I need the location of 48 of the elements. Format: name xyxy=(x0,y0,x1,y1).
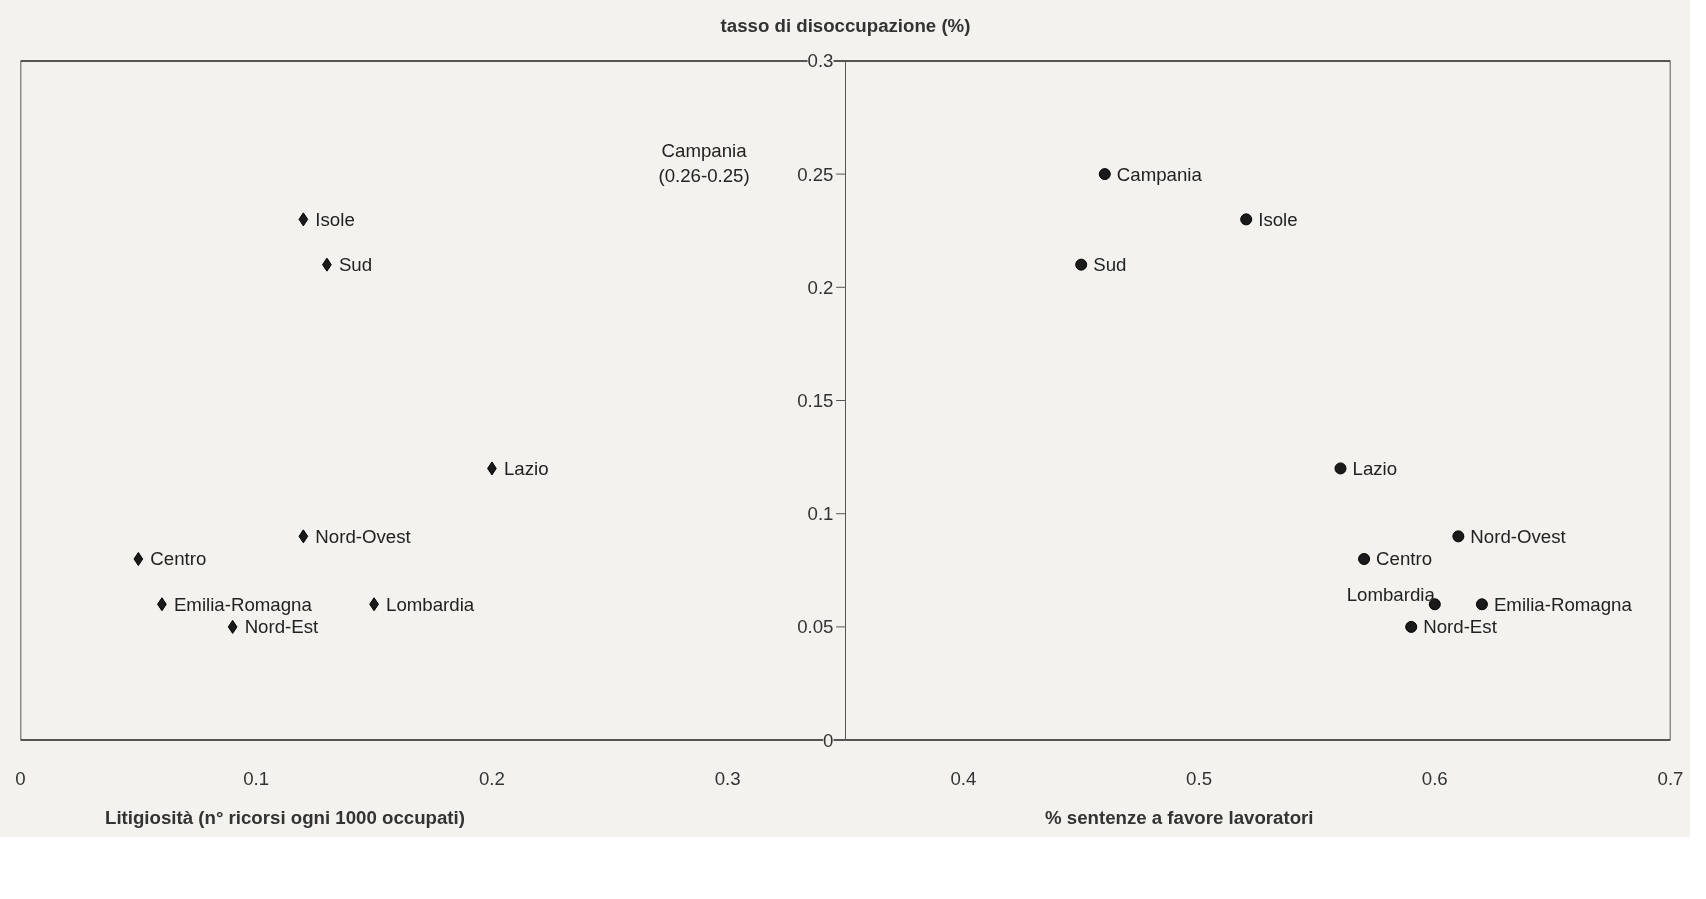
x-tick-label: 0.5 xyxy=(1186,767,1213,789)
y-tick-label: 0.25 xyxy=(797,163,834,185)
annotation: Sud xyxy=(1093,254,1127,276)
annotation: Nord-Est xyxy=(1423,616,1498,638)
annotation: Nord-Ovest xyxy=(315,525,412,547)
annotation: Isole xyxy=(1258,208,1298,230)
point xyxy=(1075,258,1088,271)
point xyxy=(227,619,238,634)
annotation: Nord-Ovest xyxy=(1470,525,1567,547)
x-tick-label: 0.7 xyxy=(1657,767,1684,789)
point xyxy=(1334,462,1347,475)
y-tick-label: 0.1 xyxy=(807,503,834,525)
point xyxy=(1405,620,1418,633)
y-tick-label: 0.15 xyxy=(797,390,834,411)
point xyxy=(1098,168,1111,181)
annotation: Campania xyxy=(1116,163,1203,185)
x-tick-label: 0.6 xyxy=(1421,767,1448,789)
annotation: Campania (0.26-0.25) xyxy=(658,139,750,186)
y-axis-title: tasso di disoccupazione (%) xyxy=(720,14,971,36)
annotation: Emilia-Romagna xyxy=(173,593,313,615)
annotation: Lombardia xyxy=(1346,583,1436,605)
annotation: Centro xyxy=(1376,548,1433,570)
x-tick-label: 0.3 xyxy=(714,767,741,789)
annotation: Nord-Est xyxy=(244,616,320,638)
y-tick-label: 0.2 xyxy=(807,276,834,298)
point xyxy=(1475,598,1488,611)
y-tick-label: 0.05 xyxy=(797,616,834,638)
x-tick-label: 0.4 xyxy=(950,767,977,789)
point xyxy=(298,529,309,544)
point xyxy=(1358,553,1371,565)
y-tick-label: 0 xyxy=(823,729,834,751)
point xyxy=(1240,213,1253,226)
annotation: Lazio xyxy=(503,457,549,479)
annotation: Lazio xyxy=(1352,457,1398,479)
annotation: Lombardia xyxy=(386,593,475,615)
point xyxy=(298,212,309,227)
point xyxy=(133,551,144,566)
y-tick-label: 0.3 xyxy=(807,50,834,72)
point xyxy=(1452,530,1465,543)
x-tick-label: 0 xyxy=(15,767,26,789)
annotation: Emilia-Romagna xyxy=(1493,593,1633,615)
annotation: Sud xyxy=(338,254,373,276)
text: % sentenze a favore lavoratori xyxy=(1045,806,1314,830)
x-axis-title: Litigiosità (n° ricorsi ogni 1000 occupati) xyxy=(105,806,465,830)
x-tick-label: 0.1 xyxy=(243,767,270,789)
annotation: Isole xyxy=(315,208,355,230)
annotation: Centro xyxy=(150,548,207,570)
x-tick-label: 0.2 xyxy=(478,767,505,789)
